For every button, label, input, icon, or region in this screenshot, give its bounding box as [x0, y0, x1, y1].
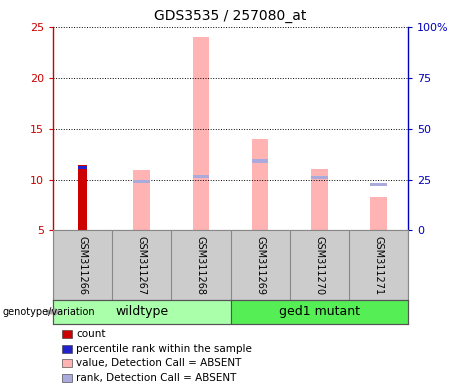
Text: GSM311267: GSM311267	[137, 236, 147, 295]
Bar	[193, 37, 209, 230]
Bar	[134, 170, 150, 230]
Bar	[252, 139, 268, 230]
Bar	[230, 300, 408, 324]
Bar	[78, 166, 87, 169]
Text: GSM311266: GSM311266	[77, 236, 88, 295]
Text: rank, Detection Call = ABSENT: rank, Detection Call = ABSENT	[76, 373, 236, 383]
Text: ged1 mutant: ged1 mutant	[279, 306, 360, 318]
Bar	[311, 169, 327, 230]
Text: percentile rank within the sample: percentile rank within the sample	[76, 344, 252, 354]
Bar	[193, 175, 209, 178]
Bar	[311, 176, 327, 179]
Title: GDS3535 / 257080_at: GDS3535 / 257080_at	[154, 9, 307, 23]
Text: genotype/variation: genotype/variation	[2, 307, 95, 317]
Text: value, Detection Call = ABSENT: value, Detection Call = ABSENT	[76, 358, 242, 368]
Text: GSM311271: GSM311271	[373, 236, 384, 295]
Bar	[53, 300, 230, 324]
Bar	[78, 165, 87, 230]
Text: GSM311269: GSM311269	[255, 236, 265, 295]
Text: wildtype: wildtype	[115, 306, 168, 318]
Text: count: count	[76, 329, 106, 339]
Text: GSM311268: GSM311268	[196, 236, 206, 295]
Bar	[370, 197, 387, 230]
Bar	[134, 180, 150, 183]
Bar	[252, 159, 268, 163]
Text: GSM311270: GSM311270	[314, 236, 324, 295]
Bar	[370, 183, 387, 186]
